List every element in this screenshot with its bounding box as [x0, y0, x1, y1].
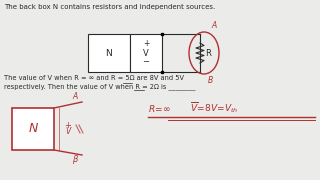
- Text: +: +: [65, 122, 71, 130]
- Text: The value of V when R = ∞ and R = 5Ω are 8V and 5V: The value of V when R = ∞ and R = 5Ω are…: [4, 75, 184, 81]
- Bar: [88, 34, 130, 72]
- Bar: [130, 34, 162, 72]
- Text: respectively. Then the value of V when R = 2Ω is ________: respectively. Then the value of V when R…: [4, 83, 196, 90]
- Text: R: R: [205, 48, 211, 57]
- Text: β: β: [72, 155, 77, 164]
- Text: The back box N contains resistors and independent sources.: The back box N contains resistors and in…: [4, 4, 215, 10]
- Text: +: +: [143, 39, 149, 48]
- Text: N: N: [106, 48, 112, 57]
- Text: A: A: [72, 92, 77, 101]
- Text: N: N: [28, 123, 38, 136]
- Bar: [12, 108, 54, 150]
- Text: $R\!=\!\infty$: $R\!=\!\infty$: [148, 102, 171, 114]
- Text: B: B: [207, 76, 212, 85]
- Text: V: V: [143, 48, 149, 57]
- Text: −: −: [142, 57, 149, 66]
- Text: A: A: [212, 21, 217, 30]
- Text: $\overline{V}\!=\!8V\!=\!V_{th}$: $\overline{V}\!=\!8V\!=\!V_{th}$: [190, 101, 238, 115]
- Text: V: V: [65, 127, 71, 136]
